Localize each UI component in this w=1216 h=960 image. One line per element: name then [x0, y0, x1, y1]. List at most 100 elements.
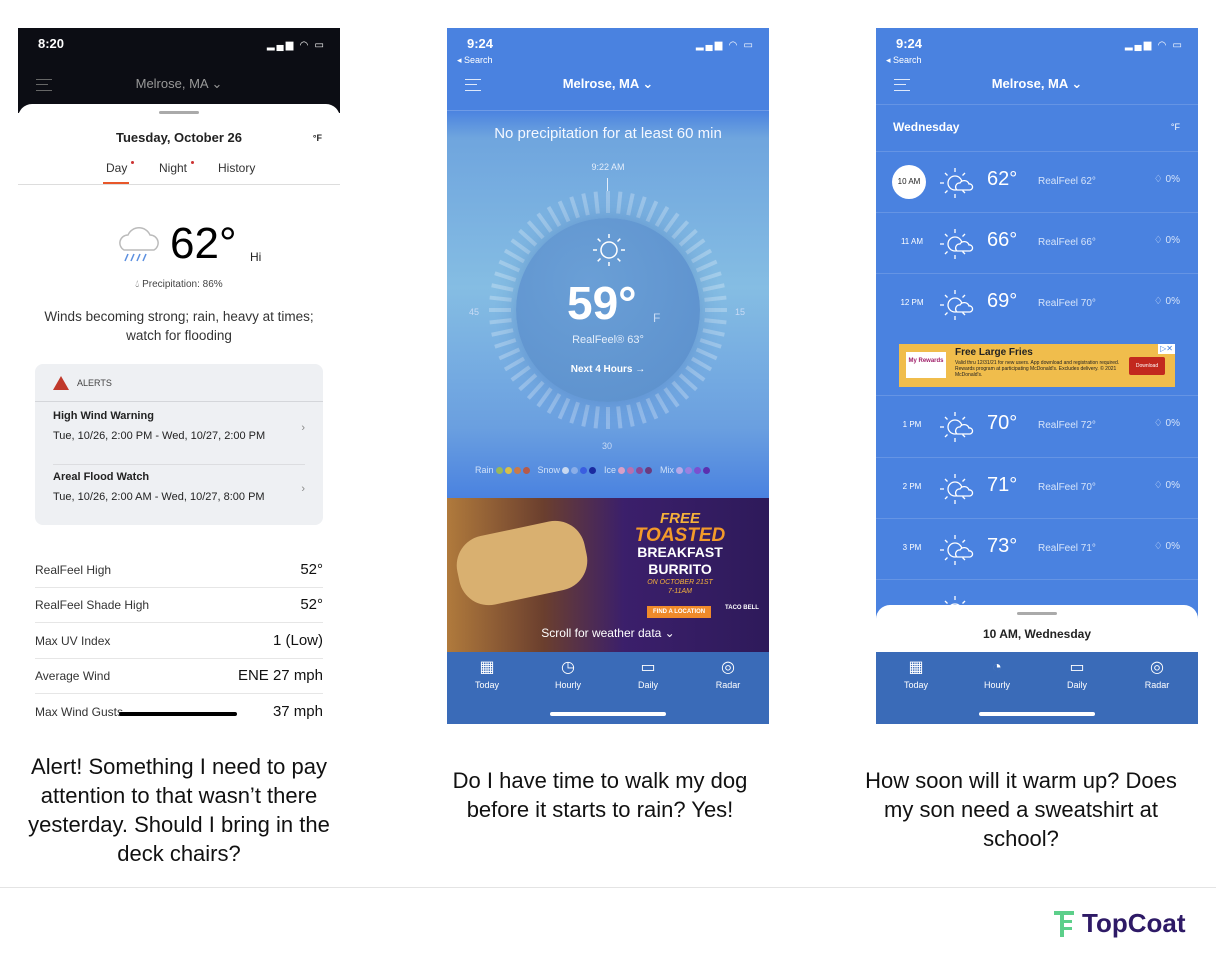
location-selector[interactable]: Melrose, MA ⌄ [991, 76, 1083, 91]
sheet-handle[interactable] [1017, 612, 1057, 615]
current-conditions-circle[interactable] [516, 218, 700, 402]
menu-icon[interactable] [465, 79, 481, 91]
location-selector[interactable]: Melrose, MA ⌄ [135, 76, 223, 91]
home-indicator [550, 712, 666, 716]
status-time: 9:24 [896, 36, 923, 51]
drop-icon: 💧︎ [135, 279, 140, 290]
tab-hourly[interactable]: ◷ Hourly [538, 658, 598, 690]
home-indicator [979, 712, 1095, 716]
detail-label: Max UV Index [35, 634, 111, 648]
drop-icon: ♢ [1153, 480, 1166, 491]
menu-icon[interactable] [894, 79, 910, 91]
caption-middle: Do I have time to walk my dog before it … [452, 768, 748, 822]
ad-headline: FREE TOASTED BREAKFAST BURRITO ON OCTOBE… [625, 510, 735, 596]
precip-value: 0% [1165, 174, 1180, 185]
precipitation: 💧︎ Precipitation: 86% [18, 279, 340, 290]
download-button[interactable]: Download [1129, 357, 1165, 375]
divider [53, 464, 305, 465]
detail-label: Max Wind Gusts [35, 705, 124, 719]
tab-label: History [218, 161, 256, 175]
dial-tick [691, 248, 713, 264]
hourly-row[interactable]: 1 PM 70° RealFeel 72° ♢ 0% [876, 395, 1198, 456]
tab-label: Night [159, 161, 188, 175]
dial-tick [569, 196, 580, 219]
tab-today[interactable]: ▦ Today [886, 658, 946, 690]
tab-radar[interactable]: ◎ Radar [1127, 658, 1187, 690]
detail-row: Average Wind ENE 27 mph [35, 659, 323, 694]
hour-temperature: 66° [987, 229, 1018, 251]
sheet-handle[interactable] [159, 111, 199, 114]
hour-label: 3 PM [902, 543, 922, 552]
dial-tick [557, 397, 571, 420]
hour-temperature: 73° [987, 535, 1018, 557]
tab-night[interactable]: Night [159, 161, 195, 175]
unit-toggle[interactable]: °F [1170, 122, 1180, 132]
topcoat-mark-icon [1054, 910, 1074, 937]
status-time: 9:24 [467, 36, 494, 51]
tab-hourly[interactable]: ◔ Hourly [967, 658, 1027, 690]
hour-temperature: 70° [987, 412, 1018, 434]
dial-tick [616, 191, 623, 214]
tab-daily[interactable]: ▭ Daily [618, 658, 678, 690]
dial-tick [699, 271, 722, 282]
detail-label: RealFeel High [35, 563, 112, 577]
next-4-hours-link[interactable]: Next 4 Hours → [570, 364, 646, 375]
dial-tick [526, 220, 545, 240]
legend-group: Mix [660, 465, 711, 475]
selected-hour-sheet[interactable]: 10 AM, Wednesday [876, 605, 1198, 654]
menu-icon[interactable] [36, 79, 52, 91]
selected-hour-title: 10 AM, Wednesday [982, 627, 1092, 641]
dial-tick [663, 212, 680, 233]
alert-item[interactable]: High Wind Warning Tue, 10/26, 2:00 PM - W… [53, 410, 305, 442]
location-selector[interactable]: Melrose, MA ⌄ [562, 76, 654, 91]
ad-choices-close-icon[interactable]: ▷✕ [1158, 344, 1175, 354]
chevron-right-icon: › [301, 422, 305, 434]
dial-tick [518, 373, 538, 392]
tab-today[interactable]: ▦ Today [457, 658, 517, 690]
drop-icon: ♢ [1153, 418, 1166, 429]
dial-tick [494, 338, 517, 349]
tab-daily[interactable]: ▭ Daily [1047, 658, 1107, 690]
dial-tick [503, 248, 525, 264]
legend-swatch [571, 467, 579, 475]
scroll-hint[interactable]: Scroll for weather data ⌄ [541, 626, 675, 640]
back-to-search-link[interactable]: ◂ Search [457, 55, 493, 65]
hour-realfeel: RealFeel 71° [1038, 543, 1096, 554]
badge-dot [191, 161, 195, 164]
signal-wifi-battery-icon: ▂▄▆ ◠ ▭ [266, 40, 326, 51]
unit-toggle[interactable]: °F [312, 133, 322, 143]
chevron-right-icon: › [301, 483, 305, 495]
ad-date: ON OCTOBER 21ST [647, 579, 713, 586]
divider [876, 104, 1198, 105]
hourly-row[interactable]: 12 PM 69° RealFeel 70° ♢ 0% [876, 273, 1198, 334]
dial-tick [494, 271, 517, 282]
mcdonalds-ad[interactable]: My Rewards Free Large Fries Valid thru 1… [899, 344, 1175, 387]
dial-tick [645, 200, 659, 223]
back-to-search-link[interactable]: ◂ Search [886, 55, 922, 65]
minute-dial-ticks [489, 191, 727, 429]
hourly-row[interactable]: 3 PM 73° RealFeel 71° ♢ 0% [876, 518, 1198, 579]
detail-label: Average Wind [35, 669, 111, 683]
hour-precip: ♢ 0% [1154, 541, 1180, 552]
hourly-row[interactable]: 2 PM 71° RealFeel 70° ♢ 0% [876, 457, 1198, 518]
tab-radar[interactable]: ◎ Radar [698, 658, 758, 690]
find-location-button[interactable]: FIND A LOCATION [647, 606, 712, 618]
dial-tick [685, 365, 706, 382]
tab-label: Day [106, 161, 128, 175]
detail-row: Max Wind Gusts 37 mph [35, 695, 323, 724]
hour-label: 12 PM [900, 298, 924, 307]
partly-sunny-icon [940, 290, 974, 320]
tab-day[interactable]: Day [106, 161, 135, 175]
hourly-row[interactable]: 11 AM 66° RealFeel 66° ♢ 0% [876, 212, 1198, 273]
legend-swatch [580, 467, 588, 475]
taco-bell-ad[interactable]: FREE TOASTED BREAKFAST BURRITO ON OCTOBE… [447, 498, 769, 652]
hourly-row[interactable]: 10 AM 62° RealFeel 62° ♢ 0% [876, 151, 1198, 212]
dial-tick [636, 196, 647, 219]
tab-label: Daily [1066, 680, 1087, 690]
calendar-today-icon: ▦ [908, 659, 924, 676]
accuweather-daily-screenshot: 8:20 ▂▄▆ ◠ ▭ Melrose, MA ⌄ Tuesday, Octo… [18, 28, 340, 724]
dial-tick [704, 295, 727, 302]
alert-item[interactable]: Areal Flood Watch Tue, 10/26, 2:00 AM - W… [53, 471, 305, 503]
tab-history[interactable]: History [218, 161, 255, 175]
detail-value: 52° [300, 561, 323, 578]
